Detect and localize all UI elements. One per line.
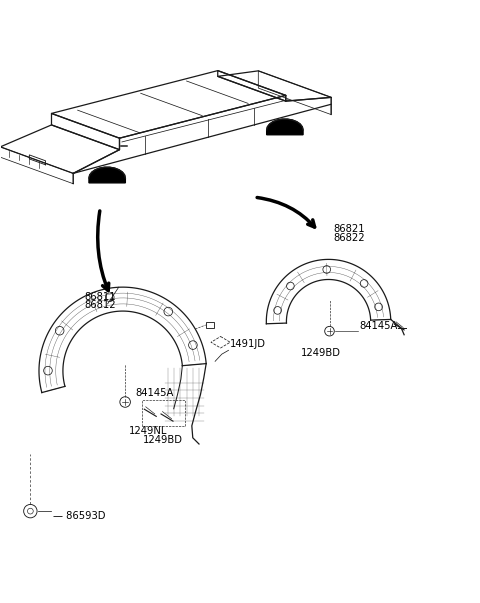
Text: 1249NL: 1249NL (129, 426, 168, 435)
Text: 86812: 86812 (84, 300, 116, 310)
Text: 84145A: 84145A (136, 388, 174, 398)
Text: 86822: 86822 (333, 233, 365, 243)
Text: 84145A: 84145A (360, 321, 398, 332)
FancyBboxPatch shape (206, 321, 215, 328)
Text: 1249BD: 1249BD (301, 348, 341, 358)
Polygon shape (89, 167, 125, 183)
Text: 86811: 86811 (84, 291, 116, 302)
Text: — 86593D: — 86593D (53, 511, 106, 521)
Text: 86821: 86821 (333, 224, 365, 235)
Text: 1491JD: 1491JD (229, 339, 265, 349)
Polygon shape (267, 119, 303, 134)
Text: 1249BD: 1249BD (144, 435, 183, 445)
